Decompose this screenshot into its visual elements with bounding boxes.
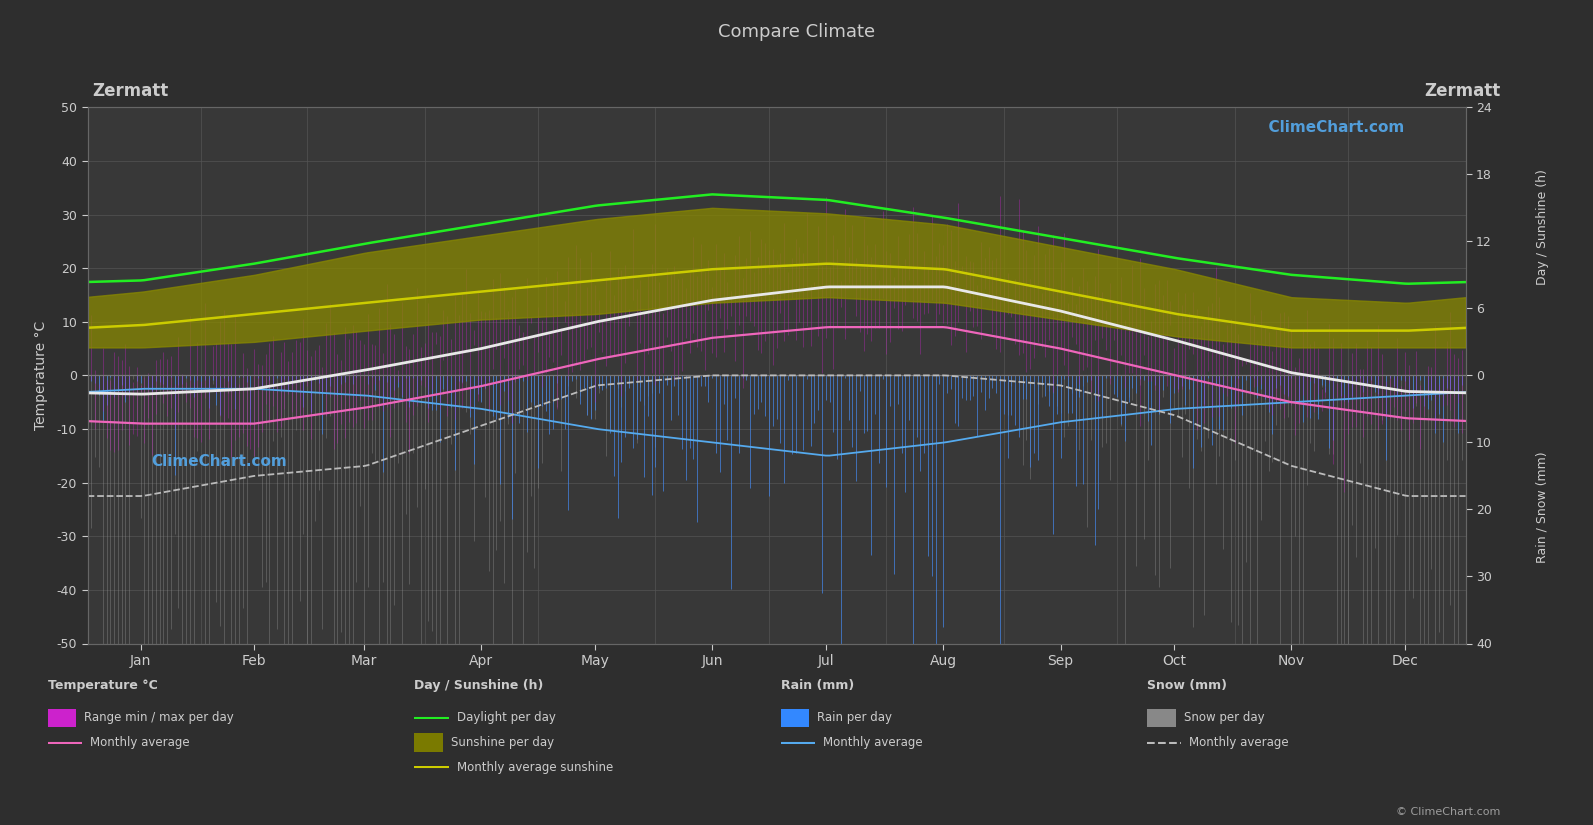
Text: Day / Sunshine (h): Day / Sunshine (h): [414, 679, 543, 692]
Text: Snow (mm): Snow (mm): [1147, 679, 1227, 692]
Text: Compare Climate: Compare Climate: [718, 23, 875, 41]
Text: Sunshine per day: Sunshine per day: [451, 736, 554, 749]
Y-axis label: Temperature °C: Temperature °C: [35, 321, 48, 430]
Text: Day / Sunshine (h): Day / Sunshine (h): [1536, 169, 1548, 285]
Text: ClimeChart.com: ClimeChart.com: [151, 454, 287, 469]
Text: Monthly average: Monthly average: [91, 736, 190, 749]
Text: Snow per day: Snow per day: [1184, 711, 1265, 724]
Text: Monthly average sunshine: Monthly average sunshine: [457, 761, 613, 774]
Text: ClimeChart.com: ClimeChart.com: [1258, 120, 1405, 135]
Text: Zermatt: Zermatt: [1424, 82, 1501, 101]
Text: Temperature °C: Temperature °C: [48, 679, 158, 692]
Text: Daylight per day: Daylight per day: [457, 711, 556, 724]
Text: © ClimeChart.com: © ClimeChart.com: [1395, 807, 1501, 817]
Text: Zermatt: Zermatt: [92, 82, 169, 101]
Text: Rain per day: Rain per day: [817, 711, 892, 724]
Text: Monthly average: Monthly average: [824, 736, 922, 749]
Text: Rain / Snow (mm): Rain / Snow (mm): [1536, 451, 1548, 563]
Text: Monthly average: Monthly average: [1190, 736, 1289, 749]
Text: Range min / max per day: Range min / max per day: [84, 711, 234, 724]
Text: Rain (mm): Rain (mm): [781, 679, 854, 692]
